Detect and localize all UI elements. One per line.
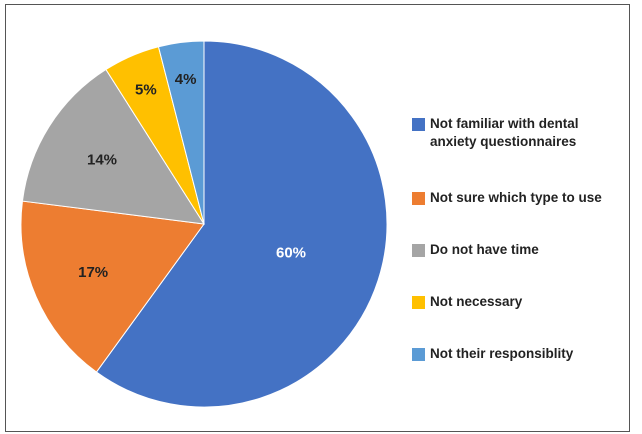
pie-label-not-necessary: 5% — [135, 82, 157, 99]
legend-item-not-familiar: Not familiar with dental anxiety questio… — [412, 116, 627, 151]
legend-item-not-responsibility: Not their responsiblity — [412, 346, 627, 363]
legend-swatch-not-sure — [412, 192, 425, 205]
legend-label-not-familiar: Not familiar with dental anxiety questio… — [430, 116, 579, 149]
legend-label-no-time: Do not have time — [430, 242, 539, 257]
pie-label-not-sure: 17% — [78, 264, 108, 281]
legend-item-not-sure: Not sure which type to use — [412, 190, 627, 207]
pie-slice-not-familiar — [95, 40, 388, 408]
legend-item-not-necessary: Not necessary — [412, 294, 627, 311]
pie-slice-no-time — [21, 68, 205, 225]
pie-slice-not-responsibility — [157, 40, 205, 225]
legend-label-not-responsibility: Not their responsiblity — [430, 346, 574, 361]
pie-chart: 60% 17% 14% 5% 4% — [20, 40, 388, 408]
pie-label-not-responsibility: 4% — [175, 71, 197, 88]
legend-swatch-no-time — [412, 244, 425, 257]
legend-swatch-not-necessary — [412, 296, 425, 309]
pie-label-no-time: 14% — [87, 151, 117, 168]
legend-swatch-not-responsibility — [412, 348, 425, 361]
pie-slice-not-sure — [20, 200, 205, 373]
chart-frame: 60% 17% 14% 5% 4% Not familiar with dental a… — [5, 4, 630, 432]
legend-swatch-not-familiar — [412, 118, 425, 131]
legend-item-no-time: Do not have time — [412, 242, 627, 259]
legend-label-not-necessary: Not necessary — [430, 294, 523, 309]
legend-label-not-sure: Not sure which type to use — [430, 190, 602, 205]
pie-label-not-familiar: 60% — [276, 244, 306, 261]
